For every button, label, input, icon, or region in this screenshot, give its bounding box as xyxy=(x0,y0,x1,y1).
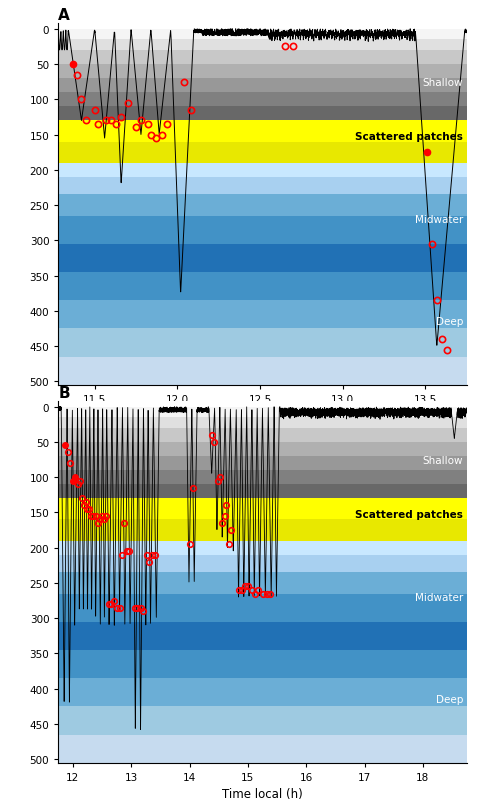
Text: Shallow: Shallow xyxy=(423,78,463,88)
Bar xyxy=(58,707,467,735)
Text: Scattered patches: Scattered patches xyxy=(355,132,463,142)
Bar xyxy=(58,541,467,555)
Text: Scattered patches: Scattered patches xyxy=(355,509,463,520)
Bar xyxy=(58,520,467,541)
Bar xyxy=(58,245,467,273)
Bar xyxy=(58,195,467,216)
Bar xyxy=(58,418,467,428)
Bar xyxy=(58,40,467,51)
Text: Deep: Deep xyxy=(436,695,463,704)
Text: A: A xyxy=(58,8,70,23)
Bar xyxy=(58,442,467,456)
Text: Shallow: Shallow xyxy=(423,455,463,465)
Bar xyxy=(58,456,467,471)
Text: B: B xyxy=(58,385,70,401)
Bar xyxy=(58,216,467,245)
Bar xyxy=(58,593,467,622)
Bar xyxy=(58,485,467,499)
Bar xyxy=(58,30,467,40)
Bar xyxy=(58,329,467,357)
Bar xyxy=(58,650,467,679)
Bar xyxy=(58,622,467,650)
Bar xyxy=(58,273,467,301)
Bar xyxy=(58,142,467,164)
Bar xyxy=(58,471,467,485)
X-axis label: Time local (h): Time local (h) xyxy=(222,788,303,801)
Bar xyxy=(58,555,467,573)
Bar xyxy=(58,65,467,79)
Bar xyxy=(58,357,467,385)
Bar xyxy=(58,51,467,65)
Bar xyxy=(58,573,467,593)
Text: Midwater: Midwater xyxy=(415,215,463,225)
Bar xyxy=(58,735,467,763)
Text: Deep: Deep xyxy=(436,317,463,327)
Bar xyxy=(58,428,467,442)
Bar xyxy=(58,121,467,142)
Text: Midwater: Midwater xyxy=(415,593,463,602)
Bar xyxy=(58,108,467,121)
Bar xyxy=(58,499,467,520)
Bar xyxy=(58,93,467,108)
Bar xyxy=(58,301,467,329)
Bar xyxy=(58,407,467,418)
Bar xyxy=(58,79,467,93)
Bar xyxy=(58,164,467,177)
Bar xyxy=(58,177,467,195)
Bar xyxy=(58,679,467,707)
